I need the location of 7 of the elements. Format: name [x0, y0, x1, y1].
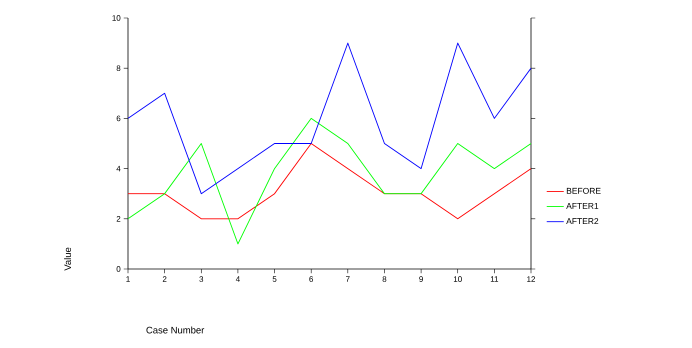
legend-label: AFTER2: [566, 218, 598, 224]
legend-label: BEFORE: [566, 188, 601, 194]
line-series: [128, 118, 532, 244]
legend-label: AFTER1: [566, 203, 598, 209]
x-axis-title: Case Number: [146, 326, 204, 334]
line-series: [128, 42, 532, 194]
y-axis-title: Value: [64, 248, 72, 271]
